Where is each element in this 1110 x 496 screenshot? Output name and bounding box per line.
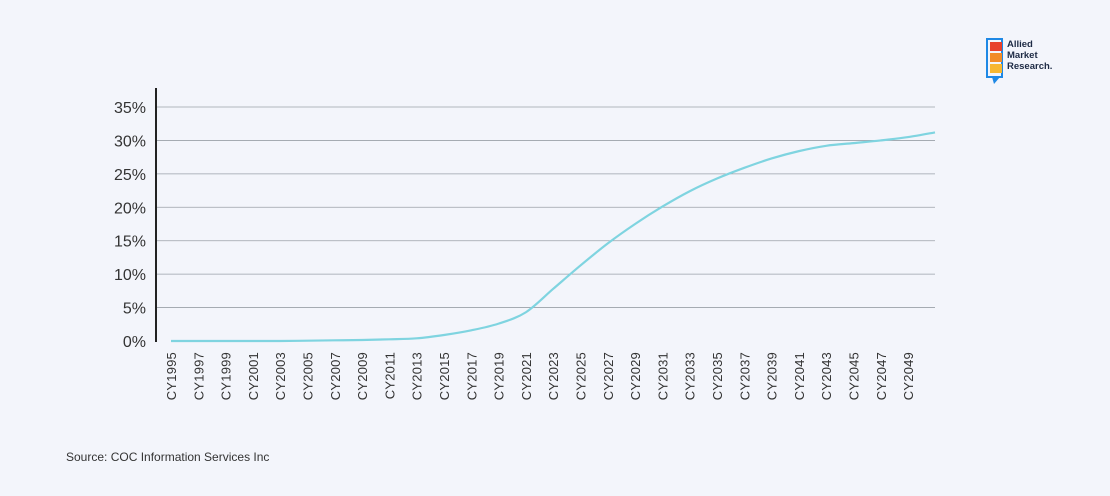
x-tick-label: CY1997 xyxy=(191,352,206,400)
x-tick-label: CY2015 xyxy=(437,352,452,400)
x-tick-label: CY2037 xyxy=(737,352,752,400)
gridlines xyxy=(156,106,935,308)
allied-market-research-logo xyxy=(986,38,1076,86)
x-tick-label: CY2001 xyxy=(246,352,261,400)
y-tick-label: 0% xyxy=(123,334,146,351)
x-tick-label: CY2027 xyxy=(601,352,616,400)
x-tick-label: CY2049 xyxy=(901,352,916,400)
x-tick-label: CY2013 xyxy=(410,352,425,400)
y-tick-label: 25% xyxy=(114,167,146,184)
y-tick-label: 15% xyxy=(114,234,146,251)
y-tick-label: 5% xyxy=(123,301,146,318)
x-tick-label: CY2025 xyxy=(574,352,589,400)
series-line xyxy=(170,131,936,343)
x-tick-label: CY2011 xyxy=(382,352,397,399)
x-tick-labels: CY1995 CY1997 CY1999 CY2001 CY2003 CY2005 CY20… xyxy=(164,352,916,400)
x-tick-label: CY2005 xyxy=(301,352,316,400)
logo-line-3: Research. xyxy=(1007,61,1053,72)
x-tick-label: CY2021 xyxy=(519,352,534,400)
x-tick-label: CY2041 xyxy=(792,352,807,400)
source-note: Source: COC Information Services Inc xyxy=(66,450,270,464)
y-tick-label: 30% xyxy=(114,133,146,150)
logo-text: Allied Market Research. xyxy=(1007,39,1052,72)
y-tick-labels: 0% 5% 10% 15% 20% 25% 30% 35% xyxy=(114,100,146,351)
x-tick-label: CY1999 xyxy=(219,352,234,400)
x-tick-label: CY2031 xyxy=(655,352,670,400)
x-tick-label: CY2045 xyxy=(847,352,862,400)
y-tick-label: 20% xyxy=(114,200,146,217)
x-tick-label: CY2007 xyxy=(328,352,343,400)
x-tick-label: CY2047 xyxy=(874,352,889,400)
logo-line-2: Market xyxy=(1007,50,1038,61)
x-tick-label: CY2009 xyxy=(355,352,370,400)
x-tick-label: CY2043 xyxy=(819,352,834,400)
x-tick-label: CY2003 xyxy=(273,352,288,400)
x-tick-label: CY2033 xyxy=(683,352,698,400)
logo-line-1: Allied xyxy=(1007,39,1033,50)
x-tick-label: CY2039 xyxy=(765,352,780,400)
x-tick-label: CY1995 xyxy=(164,352,179,400)
y-tick-label: 35% xyxy=(114,100,146,117)
x-tick-label: CY2035 xyxy=(710,352,725,400)
x-tick-label: CY2023 xyxy=(546,352,561,400)
logo-mark-icon xyxy=(986,38,1003,84)
x-tick-label: CY2017 xyxy=(464,352,479,400)
x-tick-label: CY2019 xyxy=(492,352,507,400)
y-tick-label: 10% xyxy=(114,267,146,284)
x-tick-label: CY2029 xyxy=(628,352,643,400)
